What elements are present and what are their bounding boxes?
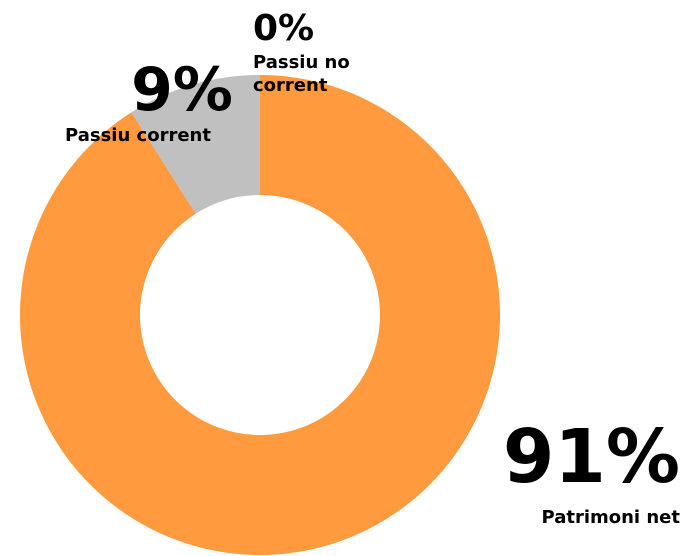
label-category-passiu-no-corrent-line2: corrent <box>253 75 328 96</box>
label-percent-passiu-no-corrent: 0% <box>253 8 314 49</box>
label-category-patrimoni-net: Patrimoni net <box>541 507 680 528</box>
label-percent-passiu-corrent: 9% <box>131 55 233 125</box>
label-category-passiu-corrent: Passiu corrent <box>65 125 211 146</box>
slice-patrimoni-net <box>19 75 501 555</box>
label-category-passiu-no-corrent-line1: Passiu no <box>253 52 350 73</box>
label-percent-patrimoni-net: 91% <box>503 414 680 500</box>
slice-passiu-corrent <box>131 75 260 214</box>
donut-slices <box>19 75 501 555</box>
